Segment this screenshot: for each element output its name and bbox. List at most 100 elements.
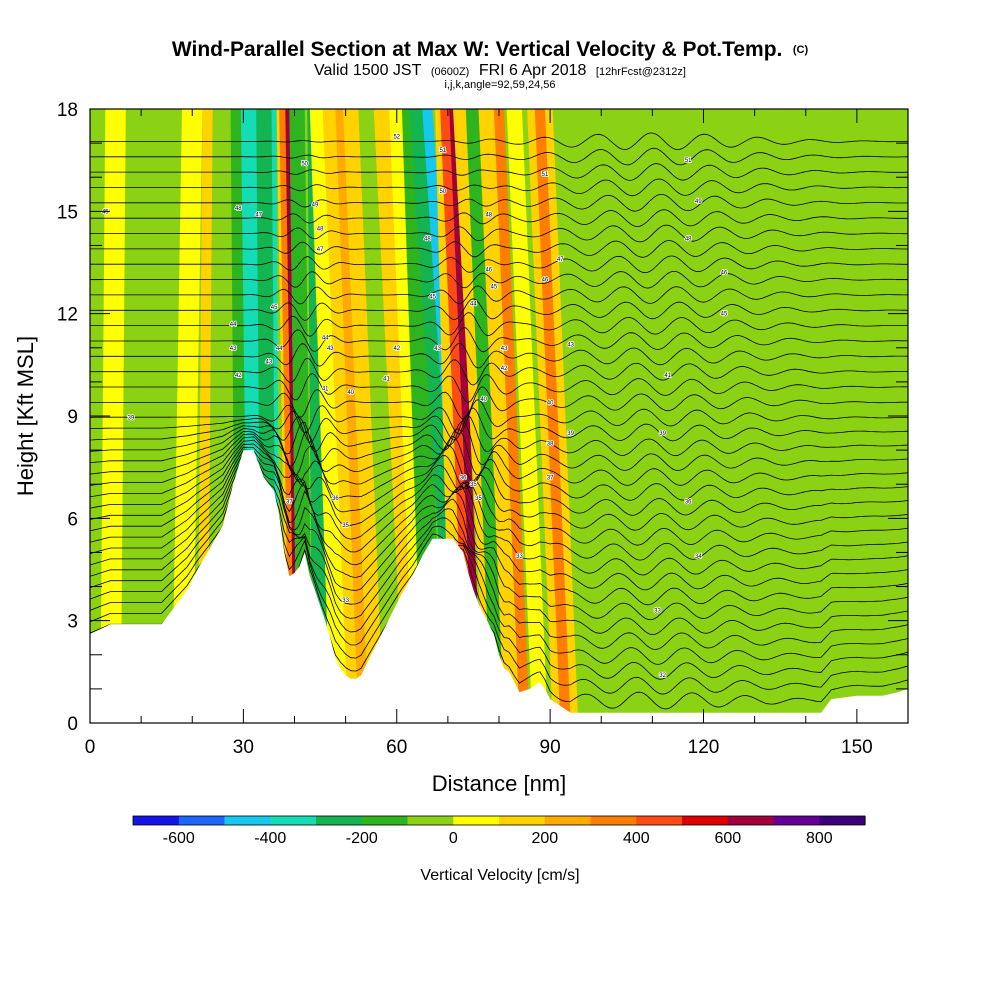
y-tick-label: 0 [67, 714, 78, 735]
contour-label: 44 [470, 301, 477, 307]
contour-label: 47 [557, 257, 564, 263]
colorbar-swatch [682, 816, 729, 825]
contour-label: 32 [659, 673, 666, 679]
contour-label: 41 [383, 377, 390, 383]
isentrope-line [90, 420, 908, 471]
contour-label: 43 [434, 346, 441, 352]
colorbar-tick-label: 600 [714, 830, 741, 847]
velocity-band [593, 109, 635, 723]
axis-ticks [89, 108, 909, 724]
contour-label: 44 [230, 322, 237, 328]
isentrope-line [90, 455, 908, 621]
contour-label: 48 [235, 206, 242, 212]
contour-label: 50 [301, 162, 308, 168]
isentrope-line [90, 240, 908, 258]
contour-label: 49 [695, 199, 702, 205]
colorbar-swatch [773, 816, 820, 825]
velocity-band [343, 109, 384, 723]
isentrope-line [90, 147, 908, 166]
isentrope-line [90, 399, 908, 435]
contour-label: 51 [439, 148, 446, 154]
contour-label: 41 [322, 387, 329, 393]
svg-text:Valid 1500 JST (0600Z): Valid 1500 JST (0600Z) FRI 6 Apr 2018 [1… [314, 62, 686, 79]
velocity-band [552, 109, 594, 723]
contour-label: 42 [235, 373, 242, 379]
colorbar-swatch [590, 816, 637, 825]
velocity-band [867, 109, 891, 723]
isentrope-line [90, 163, 908, 181]
velocity-band [718, 109, 753, 723]
isentrope-line [90, 386, 908, 420]
velocity-band [478, 109, 525, 723]
contour-label: 48 [485, 213, 492, 219]
subtitle-valid: Valid 1500 JST [314, 62, 422, 79]
contour-label: 42 [501, 366, 508, 372]
colorbar-swatch [178, 816, 226, 825]
x-tick-label: 90 [540, 737, 561, 758]
colorbar-swatch [316, 816, 363, 825]
contour-label: 44 [322, 336, 329, 342]
colorbar-tick-label: -200 [346, 830, 378, 847]
velocity-band [573, 109, 614, 723]
contour-label: 37 [547, 475, 554, 481]
colorbar-swatch [361, 816, 409, 825]
contour-label: 41 [664, 373, 671, 379]
x-tick-label: 30 [233, 737, 254, 758]
contour-label: 46 [542, 278, 549, 284]
contour-label: 40 [480, 397, 487, 403]
velocity-band [688, 109, 722, 723]
colorbar-swatch [407, 816, 454, 825]
isentrope-line [90, 439, 908, 546]
contour-label: 38 [547, 441, 554, 447]
contour-labels: 4539484443424745434450374948474443413635… [101, 134, 729, 681]
velocity-band [309, 109, 351, 723]
contour-label: 44 [276, 346, 283, 352]
x-tick-label: 120 [688, 737, 720, 758]
contour-label: 45 [491, 284, 498, 290]
contour-label: 43 [230, 346, 237, 352]
velocity-band [493, 109, 530, 723]
plot-area: 4539484443424745434450374948474443413635… [90, 109, 908, 723]
isentrope-line [90, 298, 908, 321]
x-tick-label: 150 [841, 737, 873, 758]
velocity-band [534, 109, 571, 723]
contour-label: 39 [659, 431, 666, 437]
isentrope-line [90, 461, 908, 650]
colorbar-swatch [544, 816, 592, 825]
velocity-band [616, 109, 658, 723]
isentrope-line [90, 464, 908, 665]
isentrope-line [90, 132, 908, 151]
colorbar-swatch [133, 816, 180, 825]
velocity-band [642, 109, 673, 723]
isentrope-line [90, 285, 908, 305]
colorbar [132, 815, 866, 826]
isentrope-line [90, 224, 908, 243]
velocity-band [465, 109, 507, 723]
isentrope-line [90, 194, 908, 212]
contour-label: 42 [393, 346, 400, 352]
contour-label: 48 [317, 226, 324, 232]
isentrope-line [90, 255, 908, 274]
contour-label: 43 [501, 346, 508, 352]
colorbar-tick-label: -400 [254, 830, 286, 847]
contour-label: 45 [102, 209, 109, 215]
contour-label: 36 [685, 499, 692, 505]
contour-label: 48 [424, 237, 431, 243]
isentrope-line [90, 452, 908, 606]
contour-label: 43 [567, 342, 574, 348]
run-parameters: i,j,k,angle=92,59,24,56 [444, 79, 555, 91]
y-tick-label: 18 [57, 100, 78, 121]
x-tick-label: 60 [386, 737, 407, 758]
isentrope-line [90, 178, 908, 197]
contour-label: 46 [485, 267, 492, 273]
colorbar-tick-label: 800 [806, 830, 833, 847]
colorbar-swatch [499, 816, 546, 825]
colorbar-swatch [270, 816, 317, 825]
isentrope-line [90, 209, 908, 228]
contour-label: 39 [567, 431, 574, 437]
subtitle-utc: (0600Z) [431, 66, 470, 78]
colorbar-tick-label: 400 [623, 830, 650, 847]
contour-label: 52 [393, 134, 400, 140]
isentrope-line [90, 414, 908, 457]
